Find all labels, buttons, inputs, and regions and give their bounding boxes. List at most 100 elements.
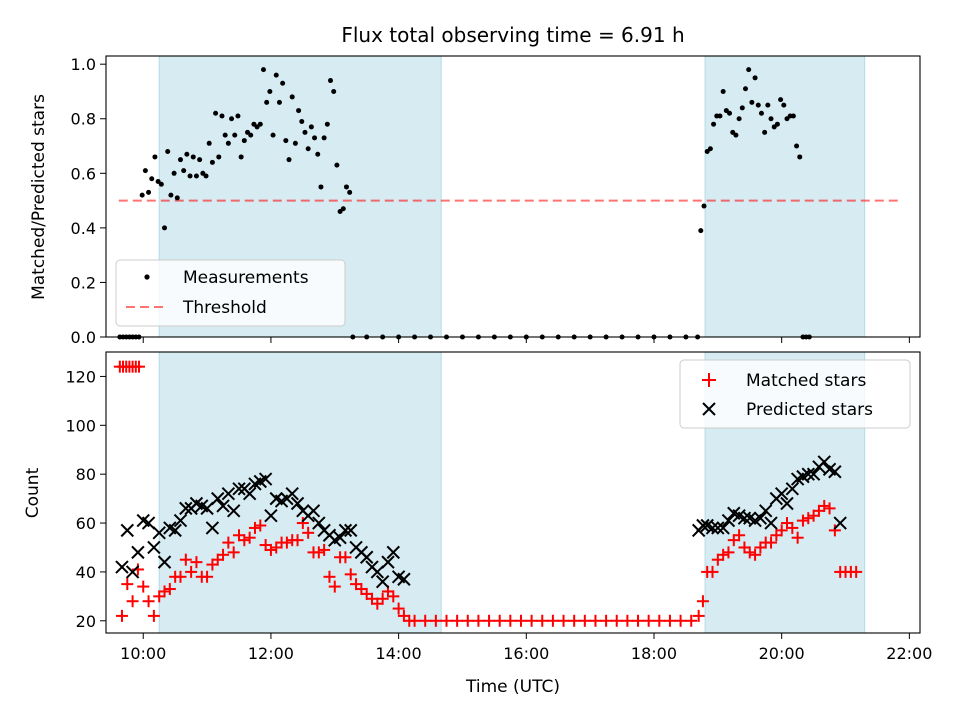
y-tick-label: 60 [76, 514, 96, 533]
matched-star-point [791, 531, 804, 544]
matched-star-point [408, 614, 421, 627]
predicted-star-point [370, 565, 385, 579]
legend-matched-label: Matched stars [746, 371, 866, 391]
matched-star-point [121, 578, 134, 591]
matched-star-point [621, 614, 634, 627]
measurement-point [206, 140, 212, 146]
predicted-star-point [338, 523, 353, 538]
predicted-star-point [131, 545, 145, 560]
measurement-point [216, 154, 222, 160]
measurement-point [790, 113, 796, 119]
measurement-point [755, 102, 761, 108]
predicted-star-point [115, 560, 129, 574]
measurement-point [794, 143, 800, 149]
matched-star-point [796, 514, 809, 527]
y-tick-label: 100 [65, 416, 96, 435]
predicted-star-point [828, 465, 842, 479]
predicted-star-point [264, 509, 278, 523]
measurement-point [347, 189, 353, 195]
matched-star-point [546, 614, 559, 627]
predicted-star-point [120, 523, 134, 538]
measurement-point [318, 184, 324, 190]
measurement-point [334, 162, 340, 168]
predicted-star-point [359, 550, 374, 564]
matched-star-point [802, 512, 815, 525]
predicted-star-point [381, 555, 395, 569]
observing-window [158, 351, 442, 634]
x-tick-label: 12:00 [248, 644, 294, 663]
measurement-point [698, 228, 704, 234]
matched-star-point [850, 565, 863, 578]
measurement-point [305, 146, 311, 152]
top-y-axis-label: Matched/Predicted stars [29, 94, 49, 300]
predicted-star-point [168, 523, 182, 538]
measurement-point [187, 173, 193, 179]
predicted-star-point [125, 565, 140, 579]
measurement-point [219, 113, 225, 119]
matched-star-point [137, 580, 150, 593]
legend-threshold-label: Threshold [182, 298, 267, 318]
measurement-point [733, 132, 739, 138]
matched-star-point [823, 502, 836, 515]
matched-star-point [296, 517, 309, 530]
predicted-star-point [306, 504, 321, 518]
matched-star-point [692, 609, 705, 622]
measurement-point [778, 97, 784, 103]
matched-star-point [302, 526, 315, 539]
measurement-point [746, 67, 752, 73]
measurement-point [273, 72, 279, 78]
measurement-point [774, 121, 780, 127]
y-tick-label: 0.0 [71, 328, 96, 347]
y-tick-label: 120 [65, 367, 96, 386]
top-axes-frame [105, 55, 921, 338]
predicted-star-point [312, 516, 326, 530]
x-axis-label: Time (UTC) [465, 677, 560, 697]
predicted-star-point [801, 467, 815, 481]
predicted-star-point [711, 521, 725, 535]
y-tick-label: 0.8 [71, 110, 96, 129]
measurement-point [739, 105, 745, 111]
measurement-point [229, 116, 235, 122]
matched-star-point [185, 565, 198, 578]
measurement-point [270, 132, 276, 138]
matched-star-point [339, 551, 352, 564]
matched-star-point [248, 521, 261, 534]
matched-star-point [733, 529, 746, 542]
y-tick-label: 1.0 [71, 55, 96, 74]
matched-star-point [674, 614, 687, 627]
matched-star-point [743, 546, 756, 559]
measurement-point [149, 176, 155, 182]
matched-star-point [642, 614, 655, 627]
predicted-star-point [205, 521, 220, 535]
matched-star-point [749, 548, 762, 561]
predicted-star-point [785, 482, 800, 496]
predicted-star-point [375, 574, 390, 589]
measurement-point [312, 135, 318, 141]
predicted-star-point [721, 513, 736, 528]
matched-star-point [132, 360, 145, 373]
measurement-point [707, 146, 713, 152]
y-tick-label: 0.2 [71, 273, 96, 292]
matched-star-point [818, 499, 831, 512]
matched-star-markers [113, 360, 863, 627]
predicted-star-point [759, 504, 773, 518]
matched-star-point [451, 614, 464, 627]
ratio-panel: 0.0 0.2 0.4 0.6 0.8 1.0 Matched/Predicted sta… [29, 55, 921, 347]
x-tick-label: 22:00 [886, 644, 932, 663]
measurement-point [190, 154, 196, 160]
matched-star-point [504, 614, 517, 627]
matched-star-point [217, 548, 230, 561]
predicted-star-point [333, 530, 347, 545]
measurement-point [248, 132, 254, 138]
measurement-point [283, 138, 289, 144]
matched-star-point [653, 614, 666, 627]
predicted-star-point [833, 516, 847, 530]
measurement-point [781, 102, 787, 108]
measurement-point [727, 110, 733, 116]
matched-star-point [461, 614, 474, 627]
measurement-point [736, 116, 742, 122]
matched-star-point [179, 553, 192, 566]
measurement-point [331, 88, 337, 94]
measurement-point [742, 86, 748, 92]
